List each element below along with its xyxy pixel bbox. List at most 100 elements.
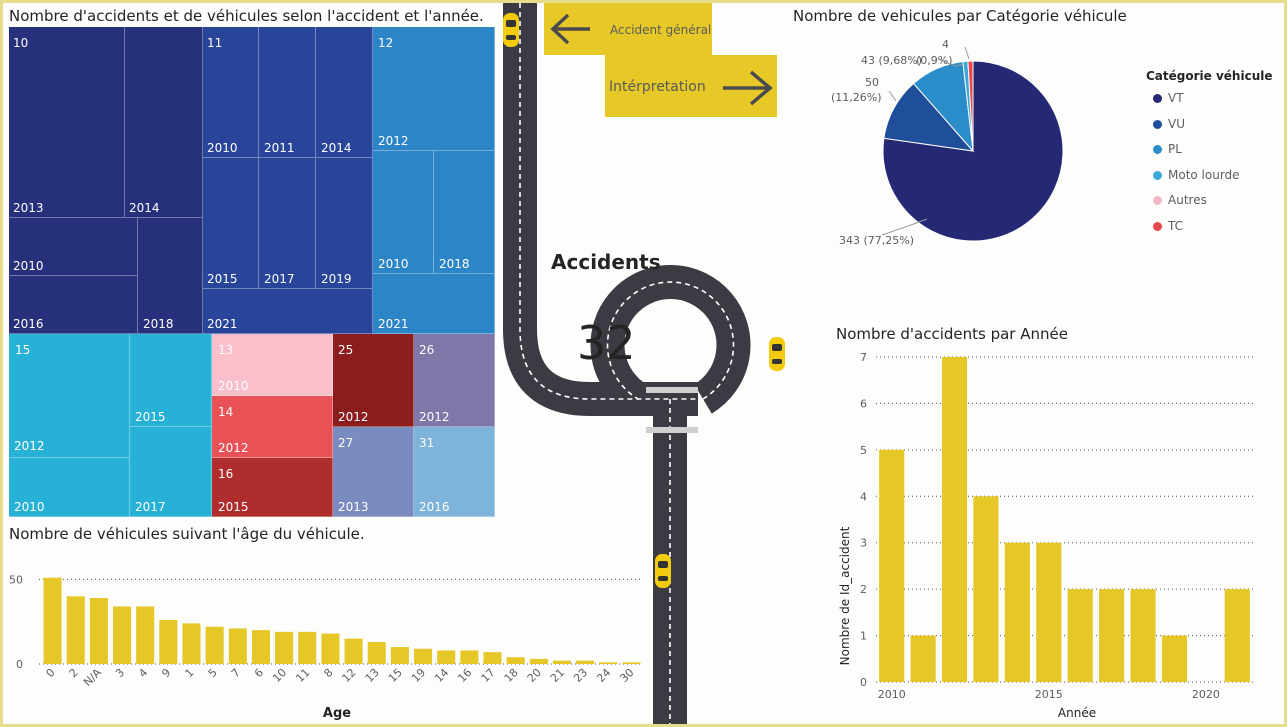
treemap-cell[interactable]: 2015 — [203, 158, 259, 289]
age-bar[interactable] — [506, 657, 525, 664]
age-bar[interactable] — [390, 647, 409, 664]
legend-marker — [1153, 221, 1162, 231]
year-bar[interactable] — [973, 496, 999, 682]
age-bar[interactable] — [182, 623, 201, 664]
age-bar[interactable] — [576, 660, 595, 664]
year-bar-chart: Nombre de Id_accident Année 0 1 2 3 4 5 6 7 2010… — [838, 351, 1253, 720]
treemap-cell[interactable]: 2021 — [373, 274, 495, 334]
age-bar[interactable] — [529, 658, 548, 664]
legend-item[interactable]: TC — [1153, 219, 1183, 233]
treemap-cell[interactable]: 2015 — [130, 334, 212, 427]
year-bar[interactable] — [1036, 542, 1062, 682]
treemap-cell[interactable]: 2016 — [9, 276, 138, 334]
year-bar[interactable] — [941, 357, 968, 682]
x-tick-label: 2020 — [1192, 688, 1220, 701]
pie-slice-tc[interactable] — [967, 60, 974, 152]
car-icon — [503, 13, 519, 47]
treemap-cell[interactable]: 14 2012 — [212, 396, 333, 458]
year-bar[interactable] — [1004, 542, 1030, 682]
legend-item[interactable]: VT — [1153, 91, 1184, 105]
age-bar[interactable] — [43, 577, 62, 664]
treemap-group-label: 31 — [419, 436, 435, 450]
legend-item[interactable]: PL — [1153, 142, 1182, 156]
treemap-cell-label: 2010 — [378, 257, 409, 271]
treemap-cell[interactable]: 10 2013 — [9, 27, 125, 218]
treemap-cell[interactable]: 2014 — [125, 27, 203, 218]
year-bar[interactable] — [1099, 589, 1125, 682]
age-bar[interactable] — [552, 660, 571, 664]
year-bar[interactable] — [879, 449, 905, 682]
treemap-cell-label: 2013 — [13, 201, 44, 215]
x-tick-label: 6 — [252, 666, 266, 680]
treemap-cell[interactable]: 2014 — [316, 27, 373, 158]
treemap-cell[interactable]: 12 2012 — [373, 27, 495, 151]
legend-label: VU — [1168, 116, 1185, 131]
treemap-cell[interactable]: 2019 — [316, 158, 373, 289]
x-tick-label: 2010 — [878, 688, 906, 701]
legend-item[interactable]: VU — [1153, 117, 1185, 131]
year-bar[interactable] — [910, 635, 936, 682]
treemap-cell[interactable]: 2010 — [373, 151, 434, 274]
age-bar[interactable] — [367, 642, 386, 664]
treemap-cell[interactable]: 27 2013 — [333, 427, 414, 517]
age-bar[interactable] — [275, 631, 294, 664]
treemap-cell[interactable]: 2010 — [9, 458, 130, 517]
y-tick-label: 1 — [860, 630, 867, 643]
treemap-cell[interactable]: 2017 — [259, 158, 316, 289]
treemap-cell[interactable]: 31 2016 — [414, 427, 495, 517]
year-chart-title: Nombre d'accidents par Année — [836, 325, 1068, 343]
age-bar[interactable] — [414, 648, 433, 664]
year-bar[interactable] — [1130, 589, 1156, 682]
age-bar[interactable] — [460, 650, 479, 664]
age-bar[interactable] — [437, 650, 456, 664]
treemap-group-label: 11 — [207, 36, 223, 50]
treemap-cell[interactable]: 2021 — [203, 289, 373, 334]
age-bar[interactable] — [344, 638, 363, 664]
pie-legend: VT VU PL Moto lourde Autres TC — [1153, 91, 1283, 241]
treemap-cell[interactable]: 15 2012 — [9, 334, 130, 458]
year-bar[interactable] — [1224, 589, 1250, 682]
x-tick-label: 3 — [113, 666, 127, 680]
age-bar[interactable] — [622, 662, 641, 664]
x-tick-label: 19 — [409, 666, 428, 685]
age-bar[interactable] — [205, 626, 224, 664]
treemap-cell[interactable]: 2011 — [259, 27, 316, 158]
pie-chart: 343 (77,25%) 50 (11,26%) 43 (9,68%) (0,9… — [831, 38, 1064, 247]
age-bar[interactable] — [136, 606, 155, 664]
age-bar[interactable] — [483, 652, 502, 664]
year-bar[interactable] — [1067, 589, 1093, 682]
next-button[interactable]: Intérpretation — [605, 55, 777, 117]
year-y-axis-title: Nombre de Id_accident — [838, 526, 852, 665]
pie-data-label: 4 — [942, 38, 949, 51]
treemap-cell-label: 2011 — [264, 141, 295, 155]
back-button[interactable]: Accident général — [544, 3, 712, 55]
age-bar[interactable] — [599, 662, 618, 664]
age-bar[interactable] — [321, 633, 340, 664]
age-bar[interactable] — [228, 628, 247, 664]
treemap-cell[interactable]: 2018 — [138, 218, 203, 334]
age-bar[interactable] — [298, 631, 317, 664]
age-chart-title: Nombre de véhicules suivant l'âge du véh… — [9, 525, 365, 543]
pie-slice-vu[interactable] — [883, 82, 975, 152]
age-bar[interactable] — [66, 596, 85, 664]
legend-item[interactable]: Autres — [1153, 193, 1207, 207]
treemap-cell[interactable]: 2017 — [130, 427, 212, 517]
road-illustration — [503, 3, 785, 724]
treemap-cell[interactable]: 2018 — [434, 151, 495, 274]
y-tick-label: 0 — [860, 676, 867, 689]
treemap-cell[interactable]: 2010 — [9, 218, 138, 276]
age-bar[interactable] — [159, 620, 178, 664]
age-bar[interactable] — [251, 630, 270, 664]
treemap-cell[interactable]: 13 2010 — [212, 334, 333, 396]
age-bar[interactable] — [113, 606, 132, 664]
treemap-cell[interactable]: 16 2015 — [212, 458, 333, 517]
treemap-title: Nombre d'accidents et de véhicules selon… — [9, 7, 484, 25]
age-bar[interactable] — [89, 598, 108, 664]
x-tick-label: 30 — [617, 666, 636, 685]
treemap-cell[interactable]: 25 2012 — [333, 334, 414, 427]
year-bar[interactable] — [1161, 635, 1188, 682]
legend-item[interactable]: Moto lourde — [1153, 168, 1240, 182]
treemap-group-label: 25 — [338, 343, 354, 357]
treemap-cell[interactable]: 11 2010 — [203, 27, 259, 158]
treemap-cell[interactable]: 26 2012 — [414, 334, 495, 427]
